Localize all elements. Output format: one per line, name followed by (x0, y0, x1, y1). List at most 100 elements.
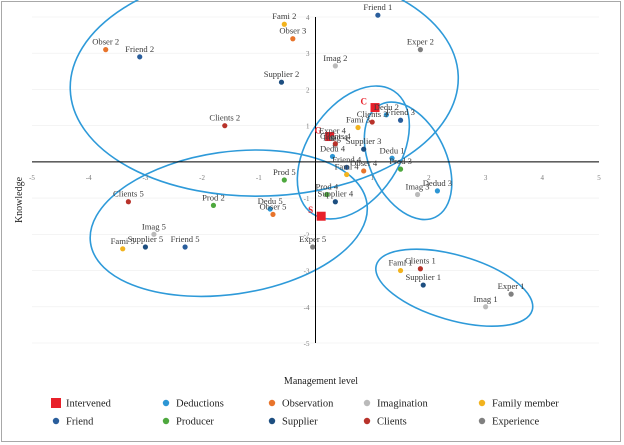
y-tick-label: 3 (306, 50, 310, 58)
legend-label-clients: Clients (377, 417, 407, 428)
y-tick-label: 2 (306, 86, 310, 94)
point-imag-2 (332, 63, 338, 69)
point-imag-1 (483, 304, 489, 310)
legend-swatch-family-member (478, 399, 486, 407)
point-exper-5 (310, 244, 316, 250)
point-label-clients-3: Clients 3 (357, 109, 388, 119)
point-obser-3 (290, 36, 296, 42)
legend-swatch-producer (162, 417, 170, 425)
y-tick-label: -5 (304, 340, 310, 348)
cluster-ellipse-group-4 (296, 85, 411, 220)
x-tick-label: -5 (29, 174, 35, 182)
point-exper-2 (417, 47, 423, 53)
point-label-imag-1: Imag 1 (474, 294, 498, 304)
y-axis-label: Knowledge (14, 176, 25, 223)
point-label-supplier-5: Supplier 5 (128, 234, 164, 244)
y-tick-label: 4 (306, 14, 310, 22)
point-label-fami-5: Fami 5 (111, 236, 135, 246)
point-label-dedu-5: Dedu 5 (258, 196, 283, 206)
point-fami-1 (397, 267, 404, 274)
y-tick-label: 1 (306, 123, 310, 131)
point-supplier-1 (420, 282, 426, 288)
point-label-supplier-3: Supplier 3 (346, 136, 382, 146)
legend-label-friend: Friend (66, 417, 94, 428)
legend-label-family-member: Family member (492, 399, 559, 410)
point-label-friend-5: Friend 5 (171, 234, 200, 244)
point-exper-4 (329, 135, 336, 141)
y-tick-label: -1 (304, 195, 310, 203)
point-label-clients-2: Clients 2 (209, 113, 240, 123)
cluster-ellipse-group-3 (363, 101, 453, 221)
x-tick-label: 4 (541, 174, 545, 182)
x-tick-label: -1 (256, 174, 262, 182)
point-label-imag-4: Imag 4 (323, 133, 348, 143)
x-tick-label: 1 (370, 174, 374, 182)
point-supplier-4 (332, 199, 338, 205)
point-label-dedu-4: Dedu 4 (320, 143, 346, 153)
point-label-prod-2: Prod 2 (202, 192, 225, 202)
x-tick-label: -4 (86, 174, 92, 182)
point-dedud-3 (434, 188, 441, 194)
legend-label-observation: Observation (282, 399, 334, 410)
point-clients-4 (332, 141, 338, 147)
point-label-friend-1: Friend 1 (363, 2, 392, 12)
point-prod-5 (281, 177, 287, 183)
point-label-fami-2: Fami 2 (272, 11, 296, 21)
point-friend-3 (397, 117, 404, 123)
point-prod-4 (324, 191, 330, 198)
point-dedu-5 (267, 206, 273, 212)
point-exper-1 (508, 291, 514, 297)
legend-swatch-observation (268, 399, 276, 407)
legend-label-imagination: Imagination (377, 399, 428, 410)
point-friend-1 (375, 12, 381, 18)
point-label-exper-4: Exper 4 (319, 125, 347, 135)
x-tick-label: 2 (427, 174, 431, 182)
cluster-ellipse-group-5 (89, 149, 369, 298)
point-label-friend-3: Friend 3 (386, 107, 415, 117)
legend-label-producer: Producer (176, 417, 214, 428)
point-label-imag-2: Imag 2 (323, 53, 347, 63)
legend: Intervened Deductions Observation Imaginati… (51, 398, 559, 428)
point-fami-4 (344, 171, 350, 178)
y-tick-label: -3 (304, 268, 310, 276)
point-g (325, 132, 335, 142)
point-obser-4 (361, 168, 367, 174)
point-label-clients-1: Clients 1 (405, 256, 436, 266)
point-label-prod-3: Prod 3 (389, 156, 412, 166)
point-fami-2 (281, 21, 287, 27)
point-label-exper-1: Exper 1 (498, 281, 525, 291)
point-label-dedud-3: Dedud 3 (423, 178, 452, 188)
x-tick-label: -2 (199, 174, 205, 182)
point-fami-5 (120, 246, 126, 252)
y-tick-label: -4 (304, 304, 310, 312)
point-label-supplier-1: Supplier 1 (405, 272, 441, 282)
point-friend-2 (137, 54, 143, 60)
point-label-exper-5: Exper 5 (299, 234, 326, 244)
point-label-fami-1: Fami 1 (388, 258, 412, 268)
x-tick-label: 3 (484, 174, 488, 182)
point-label-friend-4: Friend 4 (332, 154, 362, 164)
legend-swatch-imagination (363, 399, 371, 407)
point-clients-2 (222, 123, 228, 129)
point-obser-2 (103, 47, 109, 53)
legend-label-intervened: Intervened (66, 399, 112, 410)
point-label-exper-2: Exper 2 (407, 37, 434, 47)
point-label-clients-5: Clients 5 (113, 189, 144, 199)
legend-label-experience: Experience (492, 417, 540, 428)
point-supplier-3 (361, 146, 367, 152)
legend-swatch-clients (363, 417, 371, 425)
point-label-prod-5: Prod 5 (273, 167, 296, 177)
point-label-obser-5: Obser 5 (259, 201, 286, 211)
point-label-g: G (315, 126, 322, 136)
legend-swatch-experience (478, 417, 486, 425)
point-label-prod-4: Prod 4 (315, 181, 338, 191)
point-dedu-4 (329, 153, 336, 160)
point-obser-5 (270, 211, 276, 218)
legend-swatch-deductions (162, 399, 170, 407)
point-label-obser-3: Obser 3 (279, 26, 306, 36)
point-label-clients-4: Clients 4 (320, 131, 351, 141)
legend-swatch-intervened (51, 398, 61, 408)
point-clients-3 (369, 119, 375, 125)
point-label-s: S (308, 205, 313, 215)
